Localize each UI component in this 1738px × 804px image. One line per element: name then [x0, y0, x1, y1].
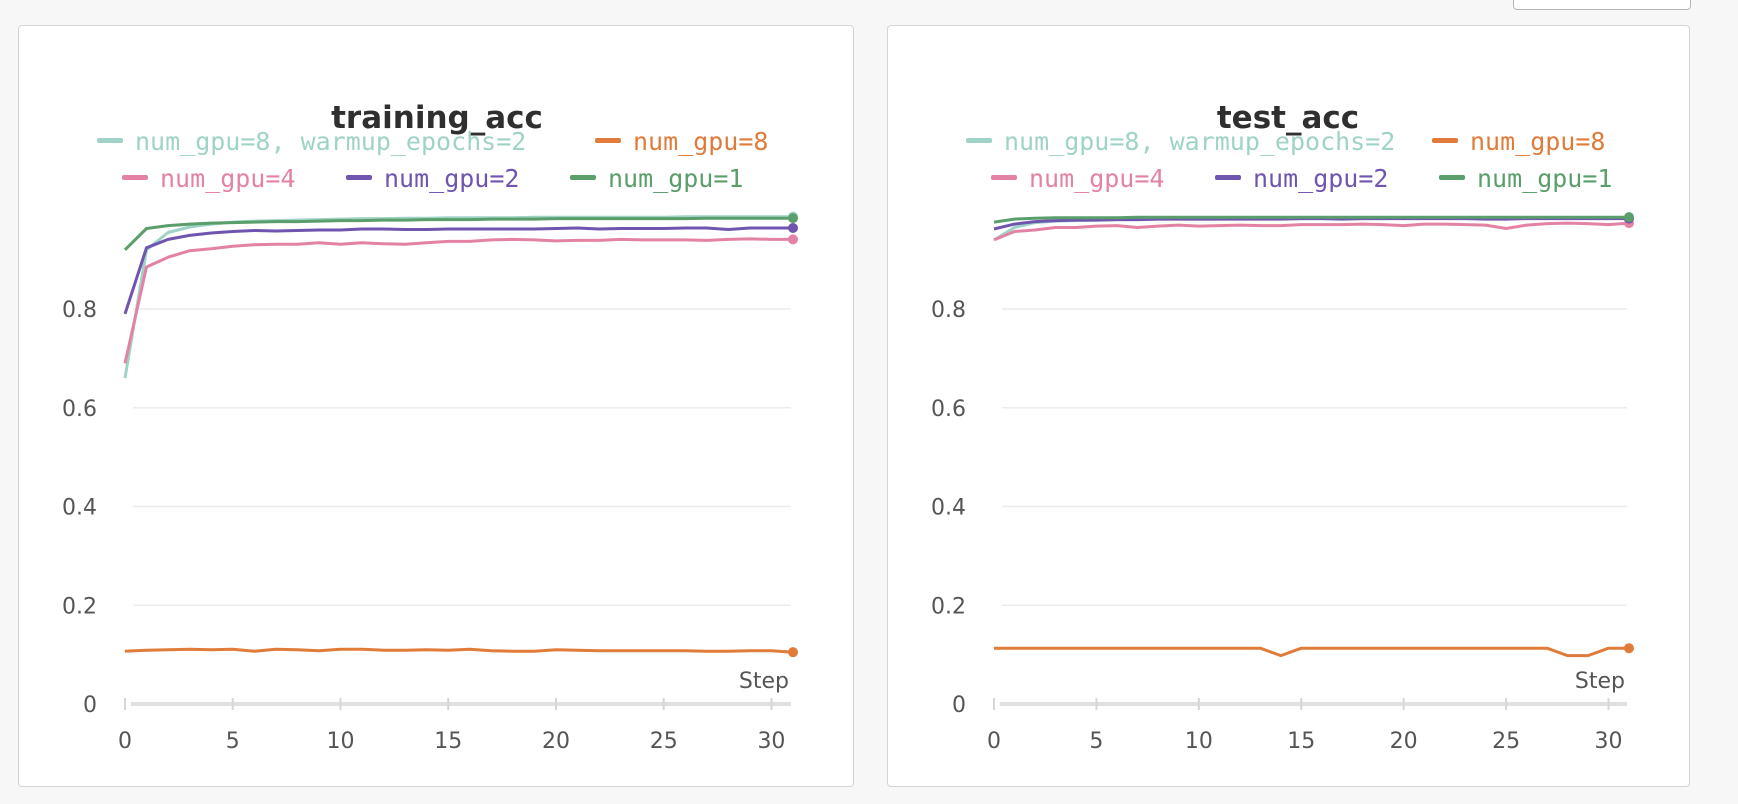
x-tick-label: 15: [1287, 729, 1315, 754]
series-end-point-num-gpu-4: [788, 234, 798, 245]
legend-swatch-num-gpu-8-warmup-epochs-2: [97, 138, 123, 143]
legend-swatch-num-gpu-2: [346, 175, 372, 180]
x-tick-label: 30: [1595, 729, 1623, 754]
y-tick-label: 0.2: [62, 594, 97, 619]
series-line-num-gpu-1: [993, 215, 1629, 224]
y-tick-label: 0.8: [62, 298, 97, 323]
x-tick-label: 30: [757, 729, 785, 754]
legend-label-num-gpu-2: num_gpu=2: [384, 164, 519, 193]
series-line-num-gpu-4: [123, 237, 793, 364]
y-tick-label: 0.6: [931, 397, 966, 422]
y-tick-label: 0.6: [62, 397, 97, 422]
x-tick-label: 20: [542, 729, 570, 754]
series-line-num-gpu-4: [993, 221, 1630, 242]
legend-label-num-gpu-1: num_gpu=1: [1477, 164, 1612, 193]
x-tick-label: 5: [226, 729, 240, 754]
x-tick-label: 25: [1492, 729, 1520, 754]
legend-swatch-num-gpu-4: [122, 175, 148, 180]
x-tick-label: 20: [1390, 729, 1418, 754]
y-tick-label: 0.8: [931, 298, 966, 323]
chart-title: training_acc: [331, 100, 543, 136]
series-line-num-gpu-1: [123, 216, 793, 251]
x-axis-label: Step: [1575, 669, 1625, 694]
x-tick-label: 25: [650, 729, 678, 754]
top-right-control[interactable]: [1513, 0, 1691, 10]
x-tick-label: 15: [434, 729, 462, 754]
legend-label-num-gpu-2: num_gpu=2: [1253, 164, 1388, 193]
legend-label-num-gpu-8: num_gpu=8: [1470, 127, 1605, 156]
legend-label-num-gpu-4: num_gpu=4: [160, 164, 295, 193]
legend-label-num-gpu-8: num_gpu=8: [633, 127, 768, 156]
y-tick-label: 0: [952, 693, 966, 718]
series-line-num-gpu-8: [124, 647, 794, 654]
series-end-point-num-gpu-1: [788, 213, 798, 224]
legend-swatch-num-gpu-1: [570, 175, 596, 180]
x-axis-label: Step: [739, 669, 789, 694]
legend-label-num-gpu-8-warmup-epochs-2: num_gpu=8, warmup_epochs=2: [1004, 127, 1395, 156]
x-tick-label: 5: [1089, 729, 1103, 754]
series-end-point-num-gpu-8: [1624, 643, 1634, 654]
test-acc-panel: test_acc num_gpu=8, warmup_epochs=2 num_gp…: [887, 25, 1690, 787]
legend-swatch-num-gpu-2: [1215, 175, 1241, 180]
x-tick-label: 10: [1185, 729, 1213, 754]
legend-swatch-num-gpu-8-warmup-epochs-2: [966, 138, 992, 143]
x-tick-label: 0: [118, 729, 132, 754]
x-tick-label: 10: [326, 729, 354, 754]
series-line-num-gpu-2: [123, 226, 793, 315]
series-line-num-gpu-8: [994, 646, 1629, 658]
chart-title: test_acc: [1217, 100, 1359, 136]
y-tick-label: 0: [83, 693, 97, 718]
y-tick-label: 0.4: [62, 496, 97, 521]
legend-swatch-num-gpu-8: [1432, 138, 1458, 143]
series-end-point-num-gpu-1: [1624, 212, 1634, 223]
y-tick-label: 0.2: [931, 594, 966, 619]
series-end-point-num-gpu-8: [788, 647, 798, 658]
x-tick-label: 0: [987, 729, 1001, 754]
legend-swatch-num-gpu-8: [595, 138, 621, 143]
training-acc-panel: training_acc num_gpu=8, warmup_epochs=2 nu…: [18, 25, 854, 787]
y-tick-label: 0.4: [931, 496, 966, 521]
legend-swatch-num-gpu-1: [1439, 175, 1465, 180]
legend-label-num-gpu-8-warmup-epochs-2: num_gpu=8, warmup_epochs=2: [135, 127, 526, 156]
legend-label-num-gpu-1: num_gpu=1: [608, 164, 743, 193]
legend-swatch-num-gpu-4: [991, 175, 1017, 180]
series-end-point-num-gpu-2: [788, 223, 798, 234]
legend-label-num-gpu-4: num_gpu=4: [1029, 164, 1164, 193]
